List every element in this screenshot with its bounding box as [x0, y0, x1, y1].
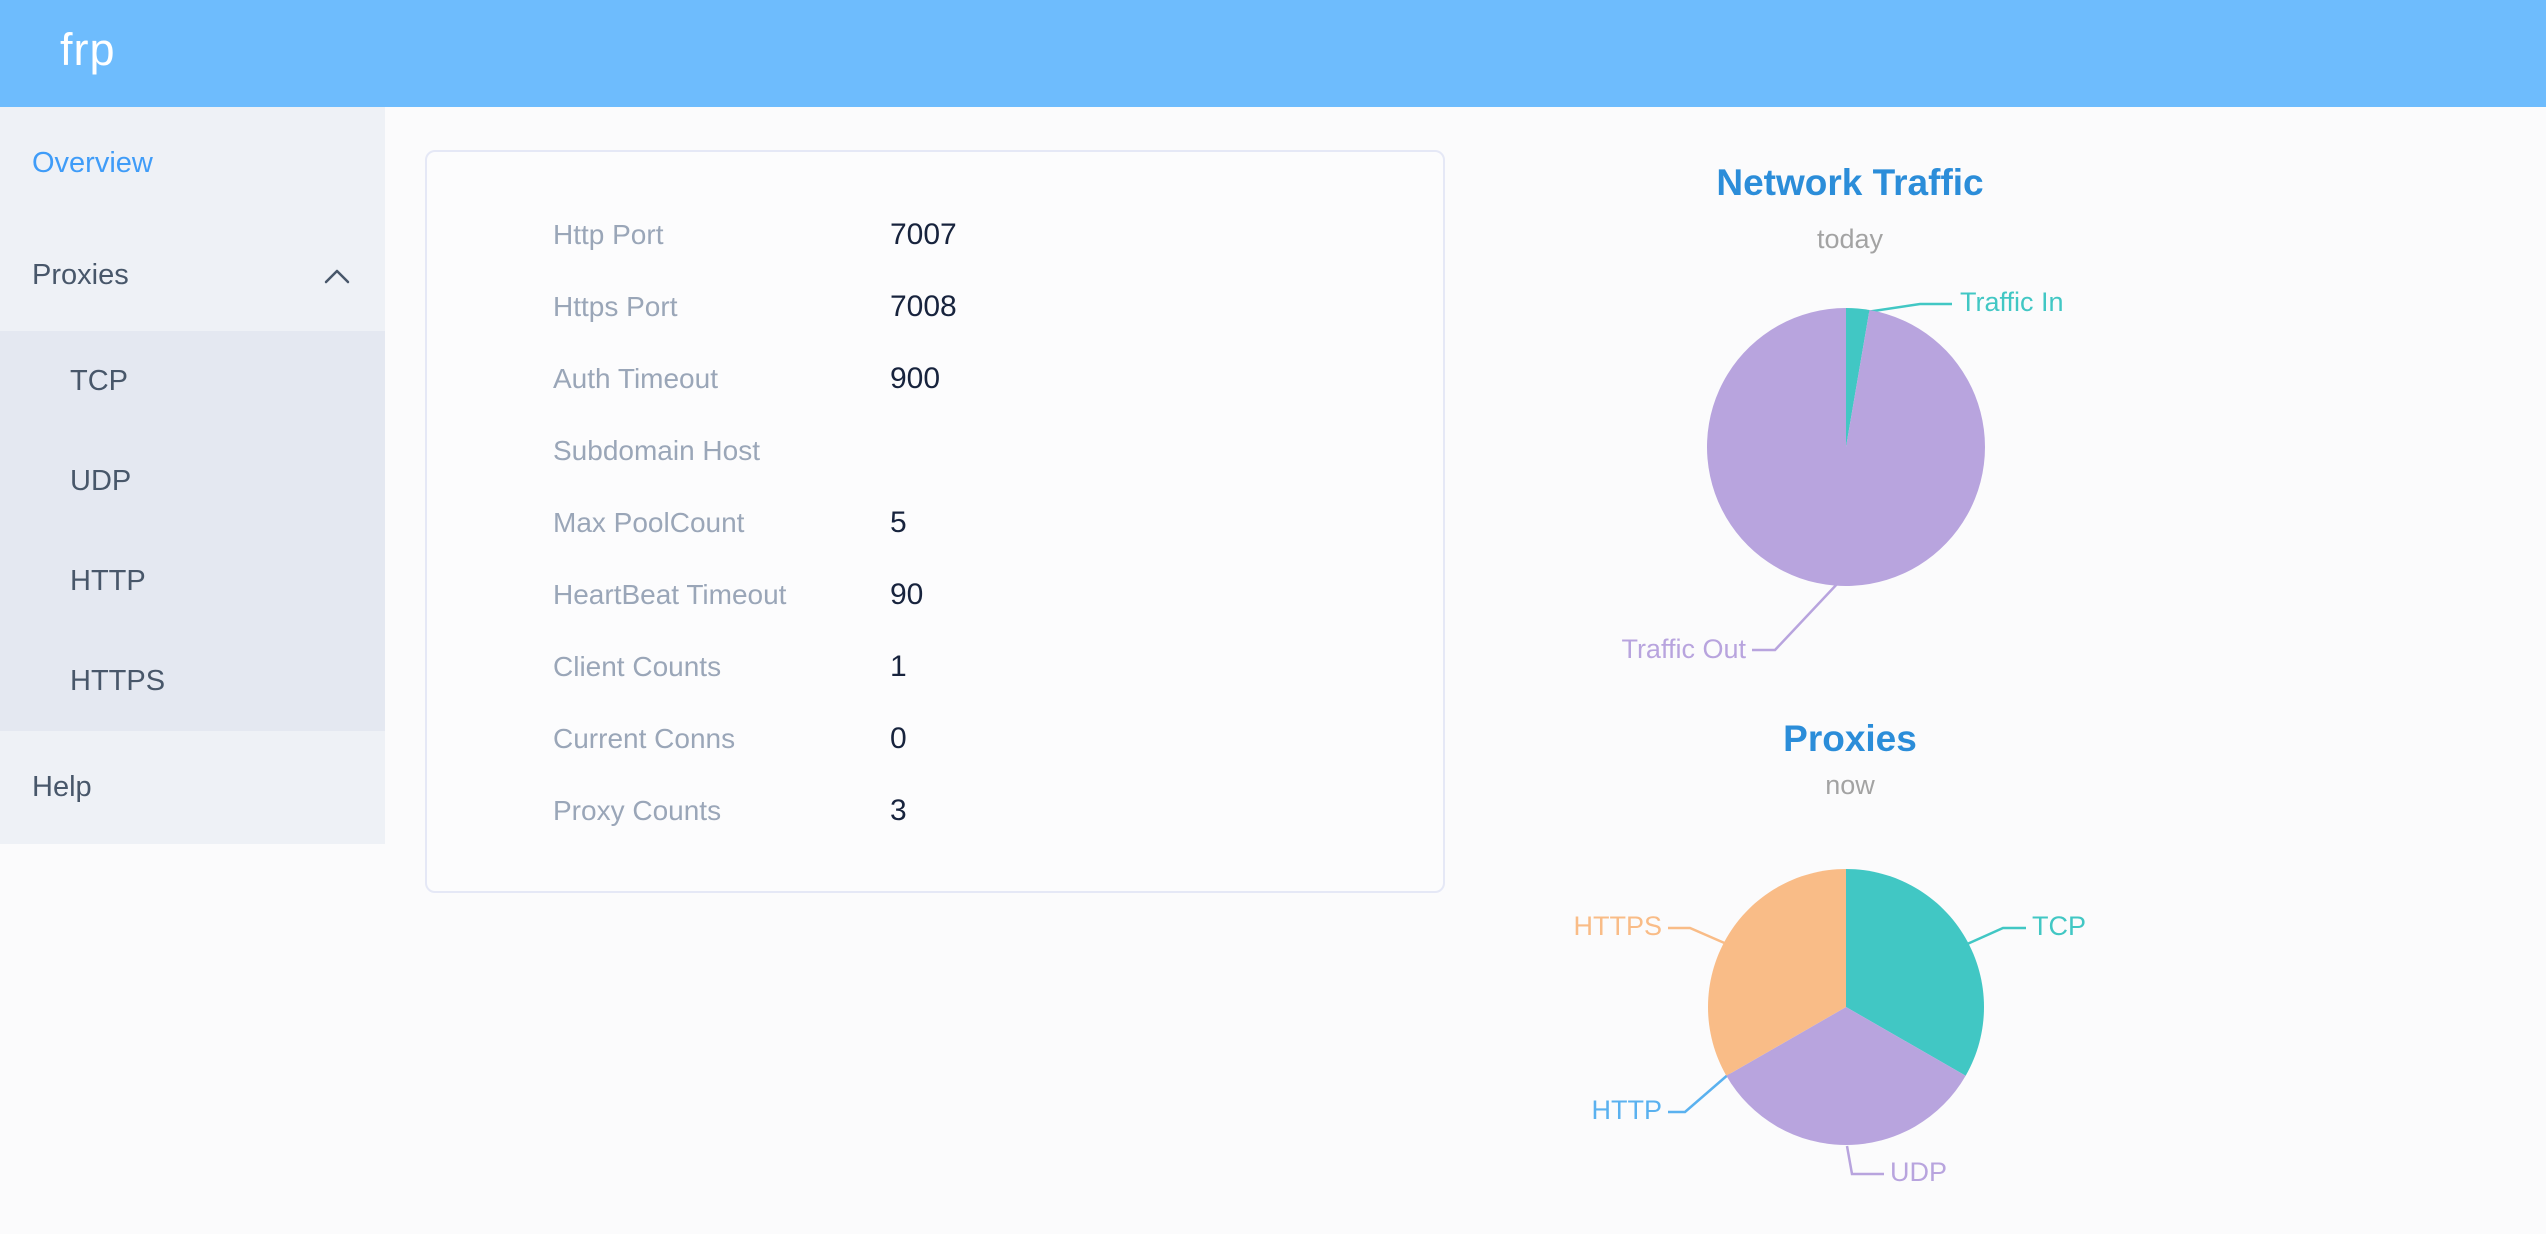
overview-row-value: 5 — [890, 506, 907, 539]
overview-row-label: Http Port — [553, 219, 664, 250]
sidebar-item-tcp[interactable]: TCP — [70, 365, 128, 397]
overview-row-label: Subdomain Host — [553, 435, 761, 466]
table-row: Max PoolCount 5 — [427, 487, 1443, 559]
table-row: Client Counts 1 — [427, 631, 1443, 703]
overview-row-value: 0 — [890, 722, 907, 755]
table-row: Subdomain Host — [427, 415, 1443, 487]
proxies-chart-subtitle: now — [1825, 770, 1875, 800]
pie-slice-traffic-in[interactable] — [1846, 308, 1870, 447]
app-logo: frp — [60, 24, 116, 75]
udp-leader-line — [1845, 1145, 1884, 1176]
table-row: Http Port 7007 — [427, 199, 1443, 271]
traffic-in-leader-line — [1859, 302, 1952, 315]
tcp-label: TCP — [2032, 911, 2086, 941]
sidebar-item-http[interactable]: HTTP — [70, 565, 146, 597]
http-label: HTTP — [1591, 1095, 1663, 1125]
overview-row-value: 7007 — [890, 218, 957, 251]
overview-row-value: 3 — [890, 794, 907, 827]
table-row: Proxy Counts 3 — [427, 775, 1443, 847]
network-traffic-title: Network Traffic — [1716, 162, 1984, 203]
overview-row-label: Current Conns — [553, 723, 736, 754]
http-leader-line — [1668, 1072, 1731, 1114]
table-row: Current Conns 0 — [427, 703, 1443, 775]
tcp-leader-line — [1964, 926, 2026, 947]
sidebar-submenu-proxies: TCP UDP HTTP HTTPS — [0, 331, 385, 731]
sidebar-item-overview[interactable]: Overview — [32, 147, 153, 179]
https-leader-line — [1668, 926, 1730, 947]
chevron-up-icon — [324, 269, 350, 284]
network-traffic-pie[interactable] — [1707, 308, 1985, 586]
charts-overlay — [1668, 302, 2026, 1176]
overview-row-value: 90 — [890, 578, 924, 611]
traffic-out-label: Traffic Out — [1621, 634, 1746, 664]
overview-row-label: Max PoolCount — [553, 507, 745, 538]
overview-row-label: Client Counts — [553, 651, 722, 682]
overview-row-value: 1 — [890, 650, 907, 683]
udp-label: UDP — [1890, 1157, 1948, 1187]
pie-slice-https[interactable] — [1707, 869, 1846, 1076]
sidebar-item-proxies-label: Proxies — [32, 259, 129, 291]
overview-row-label: Https Port — [553, 291, 678, 322]
traffic-out-leader-line — [1752, 582, 1839, 652]
pie-slice-tcp[interactable] — [1846, 869, 1984, 1076]
charts-column: Network Traffic today Proxies now Traffi… — [1540, 107, 2160, 1234]
sidebar-item-proxies[interactable]: Proxies — [0, 219, 385, 331]
traffic-in-label: Traffic In — [1960, 287, 2064, 317]
table-row: Auth Timeout 900 — [427, 343, 1443, 415]
network-traffic-subtitle: today — [1816, 224, 1884, 254]
sidebar-item-https[interactable]: HTTPS — [70, 665, 166, 697]
table-row: Https Port 7008 — [427, 271, 1443, 343]
overview-row-value: 900 — [890, 362, 941, 395]
overview-row-label: Auth Timeout — [553, 363, 718, 394]
sidebar-item-help[interactable]: Help — [32, 771, 92, 803]
sidebar: Overview Proxies TCP UDP HTTP HTTPS Help — [0, 107, 385, 844]
table-row: HeartBeat Timeout 90 — [427, 559, 1443, 631]
sidebar-item-udp[interactable]: UDP — [70, 465, 132, 497]
proxies-pie[interactable] — [1707, 869, 1984, 1145]
proxies-chart-title: Proxies — [1783, 718, 1917, 759]
overview-row-label: HeartBeat Timeout — [553, 579, 787, 610]
pie-slice-traffic-out[interactable] — [1707, 308, 1985, 586]
overview-row-label: Proxy Counts — [553, 795, 722, 826]
https-label: HTTPS — [1573, 911, 1662, 941]
pie-slice-udp[interactable] — [1726, 1007, 1966, 1145]
overview-row-value: 7008 — [890, 290, 957, 323]
app-header: frp — [0, 0, 2546, 107]
server-overview-card: Http Port 7007 Https Port 7008 Auth Time… — [425, 150, 1445, 893]
